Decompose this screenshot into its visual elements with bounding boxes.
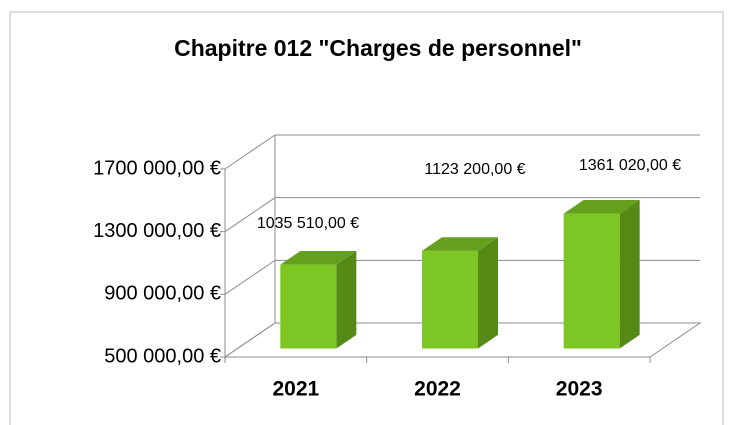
y-tick-label: 500 000,00 €: [104, 345, 221, 367]
grid-line: [224, 197, 700, 233]
data-label: 1035 510,00 €: [257, 215, 359, 232]
y-tick-label: 900 000,00 €: [104, 283, 221, 305]
data-label: 1123 200,00 €: [424, 161, 525, 178]
y-tick-label: 1300 000,00 €: [93, 220, 221, 242]
bar-top: [422, 237, 498, 251]
bar-side: [478, 237, 498, 349]
chart-frame: [9, 11, 724, 425]
grid-line: [224, 322, 700, 358]
bar: [422, 250, 478, 349]
chart-title: Chapitre 012 "Charges de personnel": [174, 35, 582, 61]
grid-line: [224, 259, 700, 295]
x-tick-label: 2023: [556, 378, 603, 401]
y-tick-label: 1700 000,00 €: [93, 157, 221, 179]
grid-line: [224, 134, 700, 170]
bar-side: [336, 251, 357, 349]
bar-side: [619, 200, 640, 349]
bar: [280, 264, 337, 349]
bar-top: [280, 251, 357, 265]
bar: [563, 213, 620, 349]
x-tick-label: 2021: [272, 378, 319, 401]
data-label: 1361 020,00 €: [579, 157, 681, 174]
bar-top: [563, 200, 640, 214]
x-tick-label: 2022: [414, 378, 461, 401]
